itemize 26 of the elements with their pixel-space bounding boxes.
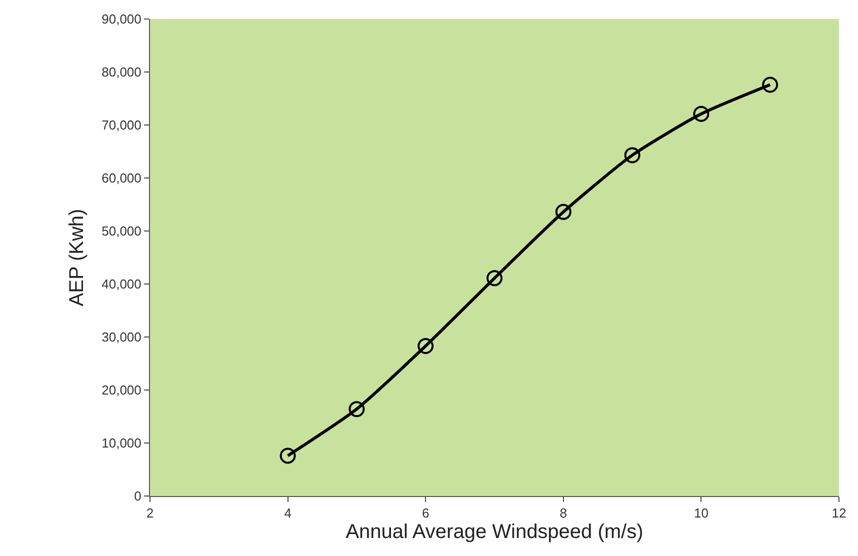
x-tick-label: 2 [146,506,154,521]
x-tick-label: 10 [694,506,708,521]
point [624,147,640,164]
point [418,338,434,354]
y-tick-label: 50,000 [102,224,142,239]
y-tick-label: 70,000 [102,118,142,133]
point [762,76,778,93]
y-axis-title: AEP (Kwh) [66,208,88,306]
point [348,401,365,418]
x-tick-label: 6 [422,506,430,521]
y-tick-label: 20,000 [102,382,142,398]
y-tick-label: 0 [134,488,142,504]
point [693,106,710,122]
x-tick-label: 8 [560,506,568,521]
x-axis-title: Annual Average Windspeed (m/s) [346,521,644,544]
y-tick-label: 90,000 [102,12,142,27]
y-tick-label: 60,000 [102,170,142,186]
x-tick-label: 4 [284,506,292,521]
point [280,448,296,464]
x-tick-label: 12 [832,506,846,521]
y-tick-label: 80,000 [102,64,142,80]
point [486,270,502,286]
y-tick-label: 10,000 [102,436,142,451]
y-tick-label: 40,000 [102,276,142,292]
point [555,204,572,220]
y-tick-label: 30,000 [102,330,142,345]
